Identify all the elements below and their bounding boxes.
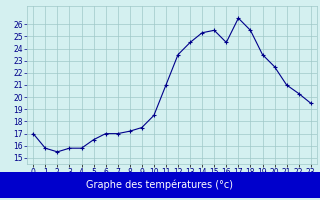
Text: Graphe des températures (°c): Graphe des températures (°c) xyxy=(86,180,234,190)
